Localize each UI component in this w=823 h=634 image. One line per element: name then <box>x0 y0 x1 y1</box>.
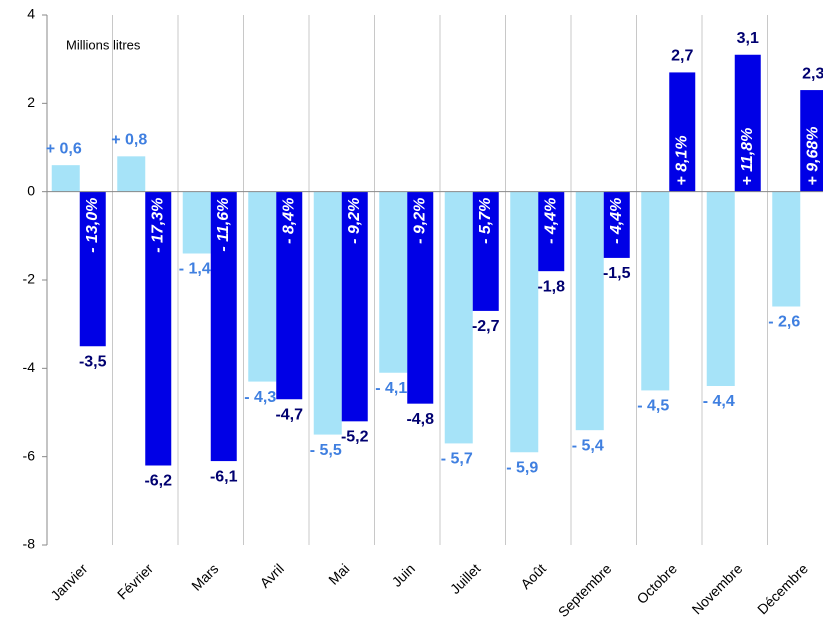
x-tick-label: Juin <box>389 560 418 589</box>
unit-annotation: Millions litres <box>66 37 141 52</box>
bar <box>575 191 604 431</box>
value-label: + 0,6 <box>46 140 82 157</box>
bar <box>117 156 146 192</box>
percent-label: - 4,4% <box>608 198 625 244</box>
value-label: 3,1 <box>737 30 759 47</box>
bar <box>145 191 172 466</box>
percent-label: - 17,3% <box>149 198 166 253</box>
bar <box>276 191 303 400</box>
x-tick-label: Novembre <box>689 560 746 617</box>
percent-label: - 5,7% <box>477 198 494 244</box>
x-tick-label: Octobre <box>633 560 680 607</box>
value-label: - 1,4 <box>179 261 211 278</box>
percent-label: + 11,8% <box>739 128 756 186</box>
value-label: -4,7 <box>275 406 303 423</box>
x-tick-label: Juillet <box>447 560 484 597</box>
y-tick-label: -2 <box>23 271 36 287</box>
bar <box>800 90 823 192</box>
value-label: 2,3 <box>802 65 823 82</box>
value-label: -6,1 <box>210 468 238 485</box>
y-tick-label: 2 <box>27 94 35 110</box>
percent-label: - 8,4% <box>280 198 297 244</box>
bar <box>472 191 499 311</box>
percent-label: - 9,2% <box>411 198 428 244</box>
bar <box>182 191 211 254</box>
value-label: -2,7 <box>472 318 500 335</box>
x-tick-label: Septembre <box>555 560 615 620</box>
percent-label: + 9,68% <box>804 127 821 186</box>
x-tick-label: Décembre <box>754 560 811 617</box>
percent-label: + 8,1% <box>673 135 690 185</box>
bar <box>79 191 106 347</box>
bar <box>734 54 761 192</box>
value-label: -3,5 <box>79 353 107 370</box>
bar <box>407 191 434 404</box>
percent-label: - 9,2% <box>346 198 363 244</box>
value-label: -6,2 <box>144 473 172 490</box>
bar <box>538 191 565 272</box>
value-label: -1,8 <box>537 278 565 295</box>
y-tick-label: 0 <box>27 182 35 198</box>
bar <box>313 191 342 435</box>
value-label: - 5,5 <box>310 442 342 459</box>
percent-label: - 11,6% <box>215 198 232 252</box>
value-label: -5,2 <box>341 429 369 446</box>
bar <box>669 72 696 192</box>
x-tick-label: Février <box>114 560 156 602</box>
value-label: -4,8 <box>406 411 434 428</box>
value-label: - 4,1 <box>375 380 407 397</box>
value-label: + 0,8 <box>111 132 147 149</box>
value-label: -1,5 <box>603 265 631 282</box>
bar <box>772 191 801 307</box>
bar <box>641 191 670 391</box>
value-label: 2,7 <box>671 48 693 65</box>
value-label: - 5,9 <box>506 459 538 476</box>
bar <box>706 191 735 386</box>
value-label: - 2,6 <box>768 314 800 331</box>
percent-label: - 13,0% <box>84 198 101 253</box>
bar <box>248 191 277 382</box>
percent-label: - 4,4% <box>542 198 559 244</box>
bar <box>603 191 630 258</box>
value-label: - 5,4 <box>572 437 604 454</box>
y-tick-label: -6 <box>23 447 36 463</box>
y-tick-label: -4 <box>23 359 36 375</box>
x-tick-label: Avril <box>257 560 287 590</box>
bar <box>444 191 473 444</box>
x-tick-label: Mai <box>325 560 352 587</box>
x-tick-label: Janvier <box>47 560 90 603</box>
value-label: - 4,3 <box>244 389 276 406</box>
value-label: - 4,5 <box>637 398 669 415</box>
y-tick-label: 4 <box>27 6 35 22</box>
bar <box>510 191 539 453</box>
bar <box>210 191 237 462</box>
bar <box>341 191 368 422</box>
bar <box>51 165 80 192</box>
value-label: - 5,7 <box>441 451 473 468</box>
y-tick-label: -8 <box>23 536 36 552</box>
bar <box>379 191 408 373</box>
x-tick-label: Mars <box>188 560 221 593</box>
x-tick-label: Août <box>517 560 549 592</box>
value-label: - 4,4 <box>703 393 735 410</box>
